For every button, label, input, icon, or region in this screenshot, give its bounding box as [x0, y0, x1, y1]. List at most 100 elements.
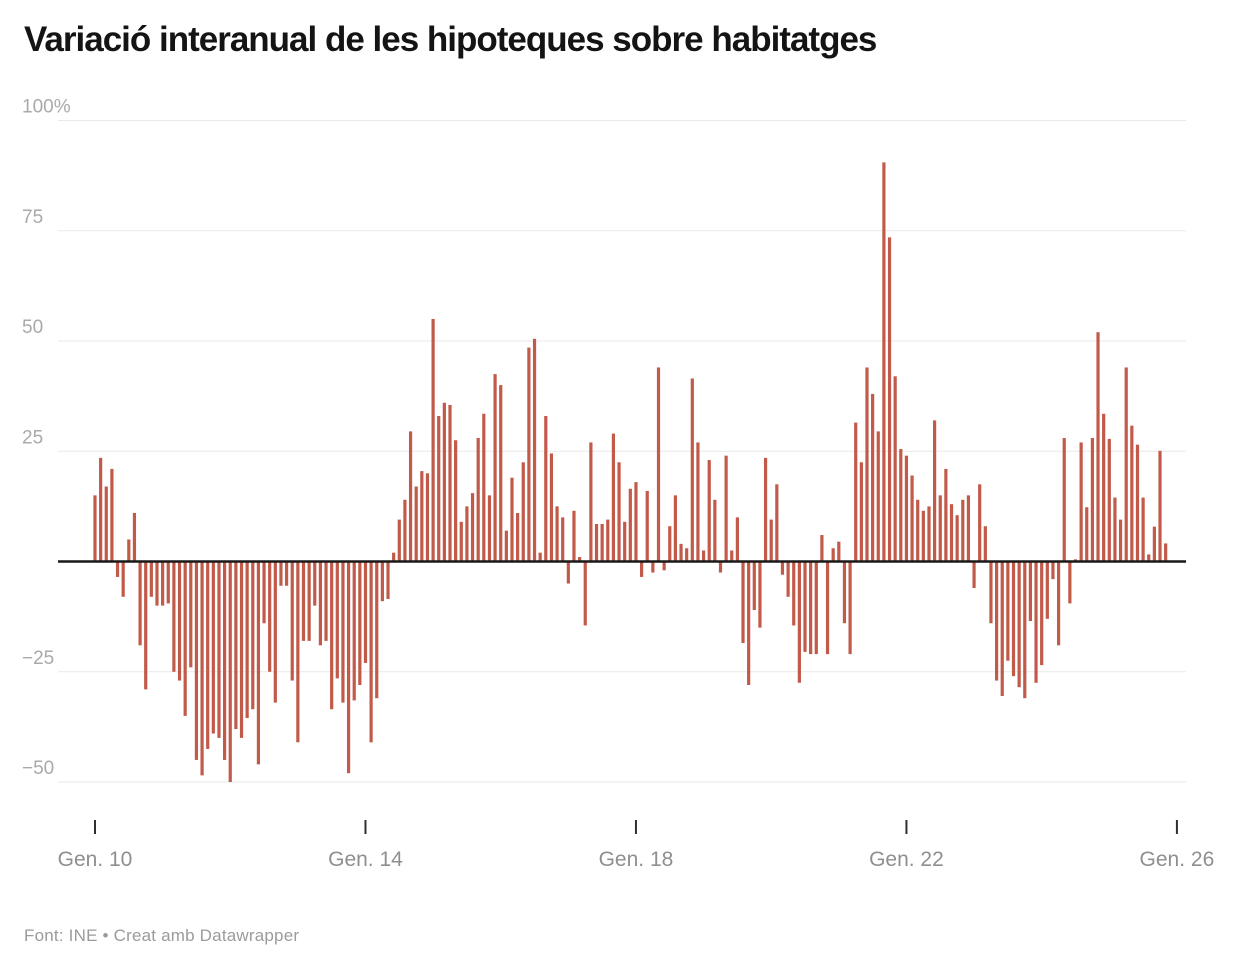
- bar: [527, 347, 531, 562]
- bar: [848, 561, 852, 655]
- bar: [459, 521, 463, 562]
- bar: [538, 552, 542, 562]
- bar: [578, 557, 582, 562]
- bar: [161, 561, 165, 606]
- bar: [1051, 561, 1055, 580]
- bar: [645, 490, 649, 562]
- bar: [865, 367, 869, 562]
- bar: [121, 561, 125, 597]
- bar: [510, 477, 514, 562]
- bar: [194, 561, 199, 760]
- bar: [668, 526, 672, 562]
- bar: [318, 561, 322, 646]
- bar: [487, 495, 492, 562]
- bar: [871, 393, 875, 562]
- bar: [245, 561, 249, 719]
- bar: [893, 376, 897, 562]
- bar: [1056, 561, 1061, 646]
- bar: [1034, 561, 1038, 683]
- bar: [437, 415, 441, 562]
- bar: [735, 517, 739, 562]
- bar: [346, 561, 351, 774]
- bar: [786, 561, 790, 597]
- bar: [989, 561, 993, 624]
- bar: [144, 561, 148, 690]
- bar: [589, 442, 593, 562]
- bar: [707, 460, 711, 562]
- bar: [189, 561, 193, 668]
- x-tick-label: Gen. 14: [328, 848, 403, 871]
- bar: [724, 455, 728, 562]
- bar: [696, 442, 700, 562]
- bar: [685, 548, 689, 562]
- bar: [1011, 561, 1016, 677]
- bar: [341, 561, 345, 703]
- bar: [262, 561, 266, 624]
- bar: [420, 471, 424, 562]
- bar: [854, 422, 858, 562]
- bar: [955, 515, 959, 562]
- bar: [1085, 507, 1089, 562]
- bar: [256, 561, 261, 765]
- bar: [842, 561, 847, 624]
- bar: [933, 420, 937, 562]
- bar: [465, 506, 469, 562]
- bar: [1096, 332, 1100, 562]
- bar: [166, 561, 170, 604]
- chart-title: Variació interanual de les hipoteques so…: [24, 20, 877, 59]
- bar: [324, 561, 328, 641]
- bar: [1062, 438, 1066, 562]
- bar: [223, 561, 227, 760]
- x-tick-label: Gen. 18: [599, 848, 674, 871]
- y-tick-label: −25: [22, 648, 54, 669]
- bar: [972, 561, 976, 588]
- bar: [425, 473, 430, 562]
- bar: [470, 493, 475, 562]
- grid-layer: 100% 75 50 25 −25 −50: [22, 97, 1186, 783]
- y-tick-label: 100%: [22, 97, 71, 118]
- bar: [949, 504, 954, 562]
- bar: [504, 530, 508, 562]
- bar: [532, 338, 537, 562]
- y-tick-label: 25: [22, 427, 43, 448]
- bar: [572, 510, 576, 562]
- bar: [521, 462, 525, 562]
- bar: [606, 519, 610, 562]
- x-tick-label: Gen. 10: [58, 848, 133, 871]
- bar: [358, 561, 362, 685]
- bar: [623, 521, 627, 562]
- bar: [916, 499, 920, 562]
- bar: [268, 561, 272, 672]
- bar: [138, 561, 142, 646]
- bar: [482, 413, 486, 562]
- bar: [403, 499, 407, 562]
- bar: [397, 519, 401, 562]
- bar: [183, 561, 187, 716]
- bar: [1107, 438, 1111, 562]
- bar: [1152, 526, 1156, 562]
- bar: [544, 415, 548, 562]
- bar: [1079, 442, 1083, 562]
- bar: [352, 561, 356, 701]
- bar: [769, 519, 773, 562]
- bar: [995, 561, 999, 681]
- bar: [1040, 561, 1044, 666]
- bar: [921, 510, 925, 562]
- bar: [961, 499, 965, 562]
- bar: [301, 561, 306, 641]
- bar: [1006, 561, 1010, 661]
- bar: [251, 561, 255, 710]
- bar: [386, 561, 390, 599]
- bar: [876, 431, 880, 562]
- bar: [99, 457, 103, 562]
- x-tick-label: Gen. 22: [869, 848, 944, 871]
- bar: [656, 367, 661, 562]
- bar: [679, 543, 683, 562]
- bar: [1135, 444, 1140, 562]
- bar: [803, 561, 807, 652]
- bar: [380, 561, 384, 602]
- bar: [673, 495, 677, 562]
- bar: [859, 462, 863, 562]
- bar: [211, 561, 215, 734]
- bar: [583, 561, 587, 626]
